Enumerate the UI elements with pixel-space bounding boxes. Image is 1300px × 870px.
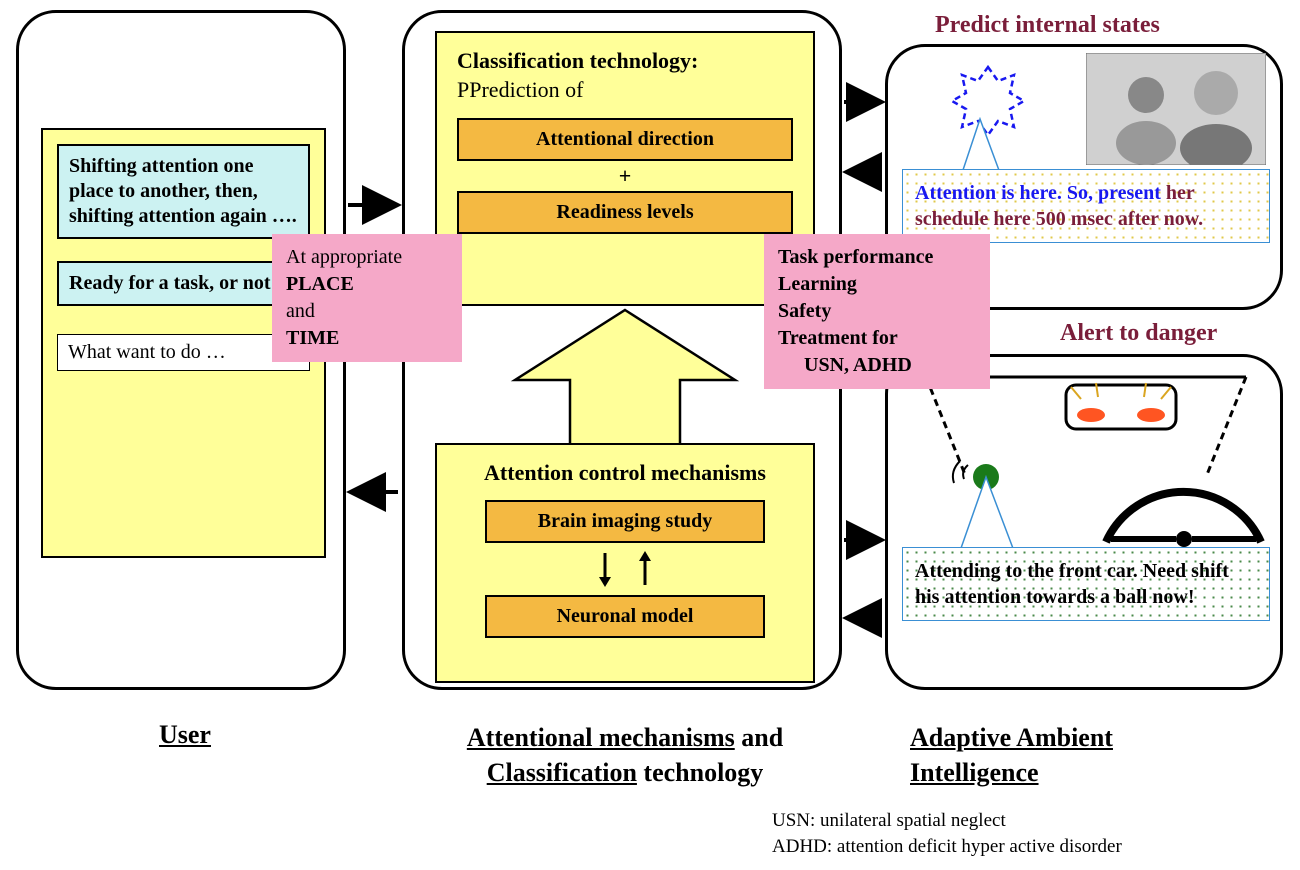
- callout1-pointer: [960, 117, 1010, 177]
- footnote-adhd: ADHD: attention deficit hyper active dis…: [772, 836, 1122, 858]
- right-panel-bottom: Attending to the front car. Need shift h…: [885, 354, 1283, 690]
- readiness-box: Readiness levels: [457, 191, 793, 234]
- neuronal-box: Neuronal model: [485, 595, 765, 638]
- callout2-pointer: [958, 475, 1028, 555]
- pink-place-time: At appropriate PLACE and TIME: [272, 234, 462, 362]
- callout2: Attending to the front car. Need shift h…: [902, 547, 1270, 621]
- big-up-arrow: [495, 305, 755, 453]
- classif-title: Classification technology: PPrediction o…: [457, 47, 793, 104]
- pink-task-perf: Task performance Learning Safety Treatme…: [764, 234, 990, 389]
- user-label: User: [120, 720, 250, 750]
- alert-title: Alert to danger: [1060, 320, 1217, 347]
- footnote-usn: USN: unilateral spatial neglect: [772, 810, 1006, 832]
- photo-placeholder: [1086, 53, 1266, 165]
- predict-title: Predict internal states: [935, 12, 1160, 39]
- middle-label: Attentional mechanisms andClassification…: [400, 720, 850, 790]
- mech-title: Attention control mechanisms: [457, 459, 793, 488]
- attn-direction-box: Attentional direction: [457, 118, 793, 161]
- small-arrows: [565, 547, 685, 591]
- right-label: Adaptive AmbientIntelligence: [910, 720, 1250, 790]
- mechanisms-box: Attention control mechanisms Brain imagi…: [435, 443, 815, 683]
- callout1: Attention is here. So, present her sched…: [902, 169, 1270, 243]
- user-box1: Shifting attention one place to another,…: [57, 144, 310, 239]
- classification-box: Classification technology: PPrediction o…: [435, 31, 815, 306]
- brain-box: Brain imaging study: [485, 500, 765, 543]
- plus-sign: +: [457, 161, 793, 191]
